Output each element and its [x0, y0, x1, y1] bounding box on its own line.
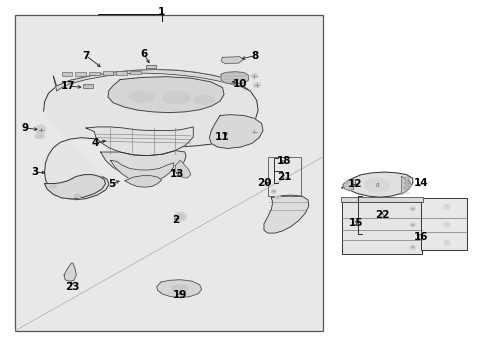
Bar	[89, 72, 100, 75]
Ellipse shape	[364, 178, 389, 192]
Text: 17: 17	[61, 81, 75, 91]
Text: 5: 5	[108, 179, 115, 189]
Ellipse shape	[194, 95, 214, 104]
Text: 3: 3	[31, 167, 39, 177]
Polygon shape	[86, 127, 193, 156]
Ellipse shape	[443, 223, 449, 227]
Ellipse shape	[172, 285, 187, 292]
Text: 7: 7	[82, 50, 89, 60]
Text: 8: 8	[251, 50, 258, 60]
Bar	[130, 71, 141, 74]
Ellipse shape	[250, 73, 257, 78]
Bar	[116, 71, 127, 75]
Text: 15: 15	[348, 218, 362, 228]
Bar	[15, 15, 322, 330]
Text: 9: 9	[21, 123, 29, 133]
Text: 11: 11	[215, 132, 229, 142]
Polygon shape	[342, 178, 353, 191]
Text: 6: 6	[140, 49, 147, 59]
Bar	[61, 72, 72, 76]
Bar	[82, 84, 93, 88]
Polygon shape	[44, 175, 105, 199]
Text: 21: 21	[277, 172, 291, 182]
Bar	[75, 72, 86, 76]
Bar	[341, 202, 422, 253]
Polygon shape	[221, 72, 248, 84]
Ellipse shape	[443, 240, 449, 245]
Polygon shape	[125, 176, 161, 187]
Ellipse shape	[409, 223, 414, 226]
Text: 20: 20	[256, 178, 271, 188]
Ellipse shape	[129, 91, 155, 102]
Text: 13: 13	[170, 169, 184, 179]
Ellipse shape	[253, 82, 260, 87]
Ellipse shape	[409, 207, 414, 211]
Polygon shape	[221, 57, 243, 63]
Polygon shape	[53, 69, 250, 91]
Polygon shape	[341, 172, 412, 197]
Bar	[420, 198, 467, 250]
Ellipse shape	[50, 185, 57, 188]
Ellipse shape	[174, 212, 186, 221]
Text: 18: 18	[277, 156, 291, 166]
Text: 12: 12	[347, 179, 361, 189]
Bar	[405, 186, 408, 189]
Polygon shape	[209, 115, 263, 148]
Polygon shape	[101, 150, 185, 177]
Bar	[340, 197, 422, 202]
Text: 2: 2	[171, 215, 179, 225]
Ellipse shape	[74, 194, 81, 198]
Ellipse shape	[250, 129, 257, 134]
Text: 4: 4	[91, 139, 99, 148]
Polygon shape	[64, 263, 76, 281]
Text: 14: 14	[413, 178, 427, 188]
Ellipse shape	[443, 205, 449, 209]
Ellipse shape	[35, 134, 44, 138]
Polygon shape	[175, 160, 190, 178]
Text: 1: 1	[158, 7, 165, 17]
Bar	[267, 157, 301, 196]
Polygon shape	[264, 195, 308, 233]
Bar	[405, 177, 408, 180]
Text: 10: 10	[232, 79, 246, 89]
Bar	[405, 182, 408, 184]
Polygon shape	[108, 77, 224, 113]
Text: 16: 16	[413, 232, 427, 242]
Text: 23: 23	[65, 282, 80, 292]
Polygon shape	[401, 176, 410, 194]
Ellipse shape	[177, 215, 183, 219]
Ellipse shape	[409, 246, 414, 249]
Polygon shape	[157, 280, 201, 298]
Bar	[102, 71, 113, 75]
Text: 22: 22	[374, 210, 388, 220]
Text: 0: 0	[375, 183, 378, 188]
Polygon shape	[43, 69, 258, 200]
Polygon shape	[110, 160, 173, 182]
Ellipse shape	[275, 195, 280, 199]
Text: 19: 19	[173, 291, 187, 301]
Ellipse shape	[271, 190, 276, 193]
Ellipse shape	[162, 92, 190, 103]
Ellipse shape	[36, 125, 45, 134]
Polygon shape	[146, 65, 156, 68]
